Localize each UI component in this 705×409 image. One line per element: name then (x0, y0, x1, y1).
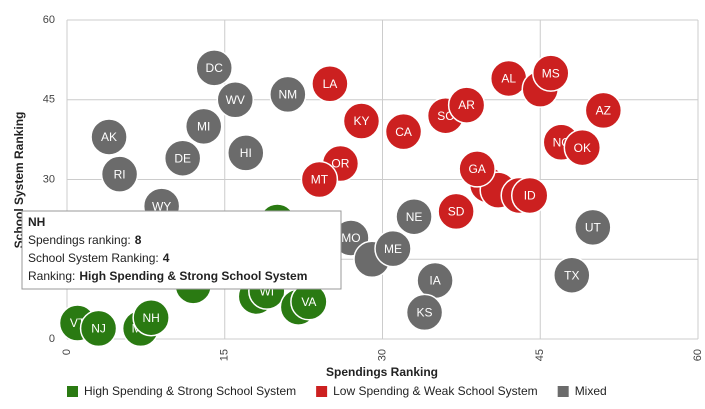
bubble-label: CA (395, 125, 412, 139)
bubble-label: KY (353, 114, 369, 128)
bubble (79, 309, 118, 348)
bubble-label: NE (406, 210, 423, 224)
bubble-label: AL (501, 72, 516, 86)
bubble (184, 107, 223, 146)
bubble-label: MT (311, 173, 329, 187)
bubble-label: GA (468, 162, 485, 176)
bubble (584, 91, 623, 130)
tooltip-box (21, 210, 342, 290)
bubble (216, 81, 255, 119)
tooltip-row-label: Spendings ranking: (28, 233, 131, 247)
bubble-label: UT (585, 221, 602, 235)
tooltip-row-value: 4 (163, 251, 170, 265)
bubble-label: HI (240, 146, 252, 160)
bubble-label: DC (206, 61, 224, 75)
bubble-label: MI (197, 120, 210, 134)
bubble-label: NH (142, 311, 159, 325)
bubble (447, 86, 486, 124)
x-tick-label: 60 (692, 349, 704, 361)
bubble (405, 293, 444, 332)
bubble-label: IA (429, 274, 440, 288)
bubble (269, 75, 307, 114)
tooltip-row-value: 8 (135, 233, 142, 247)
y-tick-label: 0 (49, 333, 55, 345)
tooltip-row-label: Ranking: (28, 269, 75, 283)
bubble (395, 197, 433, 236)
bubble-label: AK (101, 130, 117, 144)
bubble-label: NM (279, 88, 298, 102)
x-tick-label: 15 (219, 349, 231, 361)
bubble-label: LA (323, 77, 338, 91)
bubble (532, 54, 570, 92)
bubble-label: DE (174, 151, 191, 165)
bubble-label: WY (152, 199, 171, 213)
bubble (374, 229, 412, 268)
y-tick-label: 30 (43, 173, 55, 185)
tooltip-title: NH (28, 215, 45, 229)
bubble (195, 49, 233, 87)
bubble-label: NJ (91, 322, 106, 336)
bubble-label: AR (458, 98, 475, 112)
x-tick-label: 45 (534, 349, 546, 361)
x-axis-title: Spendings Ranking (326, 365, 438, 379)
legend-label: Low Spending & Weak School System (333, 384, 538, 398)
bubble-label: TX (564, 268, 579, 282)
legend-label: Mixed (575, 384, 607, 398)
bubble-label: ID (524, 189, 536, 203)
bubble (90, 118, 128, 156)
bubble (563, 128, 602, 167)
bubble-label: AZ (596, 104, 611, 118)
bubble (342, 102, 381, 140)
bubble-label: OK (574, 141, 591, 155)
tooltip: NH Spendings ranking: 8 School System Ranki… (21, 210, 342, 290)
bubble (437, 192, 475, 231)
bubble (574, 208, 612, 247)
x-tick-label: 0 (61, 349, 73, 355)
bubble (163, 139, 202, 177)
tooltip-row-label: School System Ranking: (28, 251, 159, 265)
legend-swatch (67, 386, 78, 397)
bubble-label: ME (384, 242, 402, 256)
bubble-label: OR (331, 157, 349, 171)
bubble (553, 256, 591, 294)
bubble-label: MS (542, 66, 560, 80)
bubble (300, 160, 339, 199)
y-tick-label: 60 (43, 14, 55, 26)
bubble-label: WV (226, 93, 245, 107)
legend-label: High Spending & Strong School System (84, 384, 296, 398)
bubble-label: RI (114, 167, 126, 181)
bubble (227, 134, 265, 172)
bubble (132, 298, 170, 337)
tooltip-row-value: High Spending & Strong School System (79, 269, 307, 283)
x-tick-label: 30 (376, 349, 388, 361)
bubble-label: MO (341, 231, 360, 245)
legend-swatch (316, 386, 328, 397)
bubble (458, 150, 496, 188)
bubble (100, 155, 139, 193)
bubble-label: SD (448, 205, 465, 219)
bubble (510, 176, 549, 215)
bubble (384, 112, 423, 151)
bubble (311, 65, 349, 103)
y-tick-label: 45 (43, 94, 55, 106)
bubble-label: KS (417, 306, 433, 320)
legend-swatch (557, 386, 569, 397)
bubble-label: VA (301, 295, 316, 309)
